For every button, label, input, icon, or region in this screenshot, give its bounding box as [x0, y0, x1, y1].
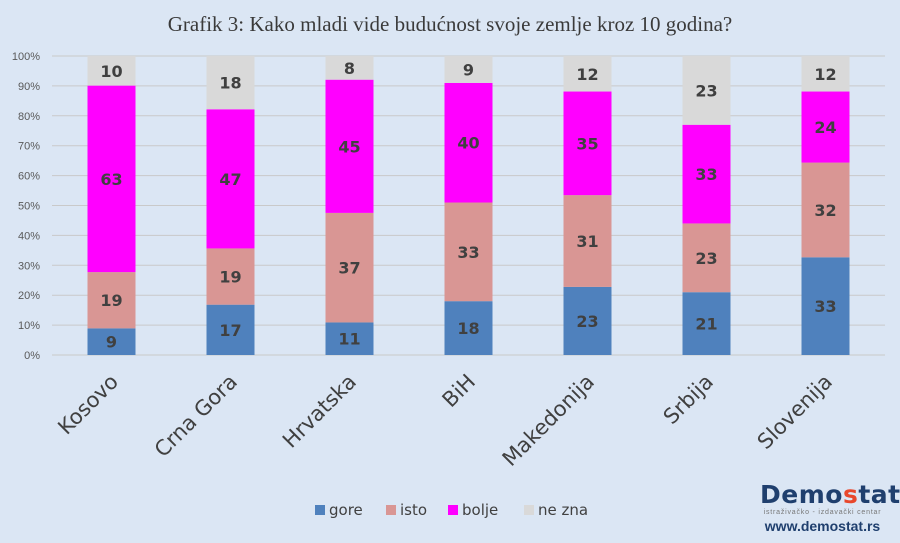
bar-segment-gore: [563, 286, 612, 355]
data-label: 10: [100, 62, 122, 81]
bar-segment-bolje: [682, 124, 731, 224]
bar-stack-hrvatska: 11 37 45 8: [325, 56, 374, 355]
x-tick-label: Kosovo: [53, 370, 123, 440]
data-label: 18: [457, 319, 479, 338]
logo-subtitle: istraživačko - izdavački centar: [763, 509, 882, 516]
bar-segment-gore: [682, 292, 731, 355]
bar-segment-isto: [206, 248, 255, 305]
data-label: 12: [576, 65, 598, 84]
bar-segment-ne-zna: [325, 56, 374, 80]
x-tick-label: BiH: [438, 370, 480, 412]
legend-item-ne-zna: ne zna: [524, 501, 588, 519]
data-label: 12: [814, 65, 836, 84]
bar-segment-gore: [325, 322, 374, 355]
bar-segment-bolje: [325, 79, 374, 213]
data-label: 23: [695, 249, 717, 268]
bar-segment-isto: [325, 212, 374, 323]
data-label: 19: [219, 268, 241, 287]
data-label: 17: [219, 321, 241, 340]
legend-item-gore: gore: [315, 501, 363, 519]
legend-item-isto: isto: [386, 501, 427, 519]
data-label: 21: [695, 315, 717, 334]
data-label: 8: [344, 59, 355, 78]
y-tick-label: 70%: [18, 141, 40, 153]
data-label: 33: [695, 165, 717, 184]
legend-label: gore: [329, 501, 363, 519]
demostat-logo: Demostat istraživačko - izdavački centar…: [760, 480, 900, 535]
bar-segment-bolje: [87, 85, 136, 273]
legend-label: isto: [400, 501, 427, 519]
data-label: 19: [100, 291, 122, 310]
y-tick-label: 30%: [18, 260, 40, 272]
logo-url: www.demostat.rs: [764, 518, 881, 534]
bar-segment-gore: [87, 328, 136, 355]
bar-segment-ne-zna: [563, 56, 612, 92]
x-tick-label: Crna Gora: [150, 370, 242, 462]
data-label: 35: [576, 134, 598, 153]
y-tick-label: 20%: [18, 290, 40, 302]
bar-stack-bih: 18 33 40 9: [444, 56, 493, 355]
bar-segment-isto: [444, 202, 493, 302]
y-tick-label: 40%: [18, 230, 40, 242]
bar-segment-gore: [206, 304, 255, 355]
bar-stack-crna-gora: 17 19 47 18: [206, 56, 255, 355]
data-label: 23: [695, 81, 717, 100]
legend-label: ne zna: [538, 501, 588, 519]
bar-stack-srbija: 21 23 33 23: [682, 56, 731, 355]
data-label: 9: [463, 60, 474, 79]
data-label: 37: [338, 259, 360, 278]
y-tick-label: 10%: [18, 320, 40, 332]
bar-segment-ne-zna: [801, 56, 850, 92]
bar-segment-bolje: [563, 91, 612, 196]
bar-segment-ne-zna: [87, 56, 136, 86]
data-label: 18: [219, 74, 241, 93]
data-label: 33: [457, 243, 479, 262]
bar-segment-bolje: [801, 91, 850, 163]
y-tick-label: 100%: [12, 51, 40, 63]
data-label: 11: [338, 330, 360, 349]
bar-segment-ne-zna: [682, 56, 731, 125]
data-label: 47: [219, 170, 241, 189]
data-label: 33: [814, 297, 836, 316]
legend-label: bolje: [462, 501, 498, 519]
bar-segment-gore: [801, 257, 850, 355]
y-tick-label: 80%: [18, 111, 40, 123]
data-label: 40: [457, 134, 479, 153]
legend-swatch: [448, 505, 458, 515]
bar-segment-bolje: [206, 109, 255, 249]
legend-swatch: [386, 505, 396, 515]
x-tick-label: Slovenija: [753, 370, 837, 454]
bar-segment-bolje: [444, 82, 493, 203]
y-tick-label: 60%: [18, 171, 40, 183]
logo-name: Demostat: [760, 480, 900, 509]
data-label: 23: [576, 312, 598, 331]
legend-item-bolje: bolje: [448, 501, 498, 519]
chart-title: Grafik 3: Kako mladi vide budućnost svoj…: [168, 12, 733, 36]
y-tick-label: 0%: [24, 350, 40, 362]
x-tick-label: Hrvatska: [278, 370, 361, 453]
data-label: 32: [814, 201, 836, 220]
legend-swatch: [315, 505, 325, 515]
bar-segment-ne-zna: [444, 56, 493, 83]
data-label: 24: [814, 118, 836, 137]
x-tick-label: Makedonija: [498, 370, 599, 471]
y-tick-label: 90%: [18, 81, 40, 93]
bar-segment-isto: [801, 162, 850, 258]
bar-segment-isto: [563, 195, 612, 287]
bar-segment-isto: [87, 272, 136, 329]
bar-stack-kosovo: 9 19 63 10: [87, 56, 136, 355]
data-label: 45: [338, 137, 360, 156]
x-tick-label: Srbija: [659, 370, 718, 429]
legend-swatch: [524, 505, 534, 515]
y-tick-label: 50%: [18, 201, 40, 213]
bar-stack-slovenija: 33 32 24 12: [801, 56, 850, 355]
data-label: 63: [100, 170, 122, 189]
bar-segment-ne-zna: [206, 56, 255, 110]
bar-segment-gore: [444, 301, 493, 355]
bar-segment-isto: [682, 223, 731, 293]
data-label: 9: [106, 333, 117, 352]
bar-stack-makedonija: 23 31 35 12: [563, 56, 612, 355]
data-label: 31: [576, 232, 598, 251]
